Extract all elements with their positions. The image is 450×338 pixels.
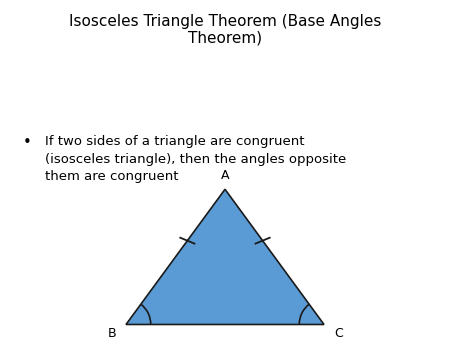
- Text: •: •: [22, 135, 31, 150]
- Text: A: A: [221, 169, 229, 182]
- Text: If two sides of a triangle are congruent
(isosceles triangle), then the angles o: If two sides of a triangle are congruent…: [45, 135, 346, 183]
- Polygon shape: [126, 189, 324, 324]
- Text: C: C: [334, 327, 342, 338]
- Text: Isosceles Triangle Theorem (Base Angles
Theorem): Isosceles Triangle Theorem (Base Angles …: [69, 14, 381, 46]
- Text: B: B: [108, 327, 116, 338]
